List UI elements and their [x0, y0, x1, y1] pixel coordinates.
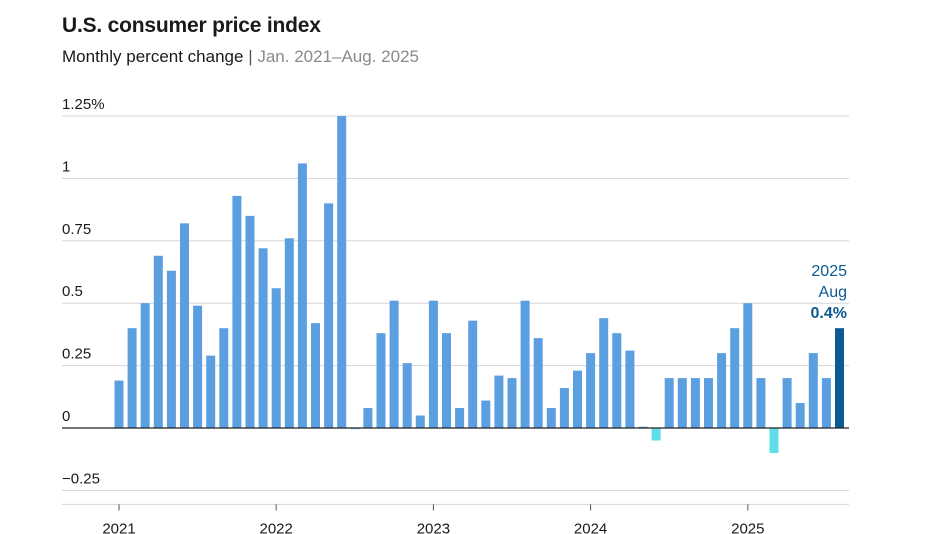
y-axis-ticks: 1.25% 1 0.75 0.5 0.25 0 −0.25 [62, 96, 105, 487]
bar-2021-05 [166, 270, 176, 428]
chart-title: U.S. consumer price index [62, 14, 321, 37]
bar-2021-01 [114, 380, 124, 428]
bar-2023-12 [573, 370, 582, 428]
bar-2024-11 [717, 353, 727, 428]
subtitle-separator: | [248, 47, 253, 66]
bar-2022-03 [297, 163, 307, 428]
bar-2021-04 [153, 255, 163, 428]
bar-2025-02 [756, 378, 766, 428]
bar-2025-01 [743, 303, 753, 428]
bar-2023-05 [481, 400, 491, 428]
callout-month: Aug [819, 284, 847, 301]
bar-2025-07 [821, 378, 831, 428]
bar-2022-05 [324, 203, 334, 428]
x-tick-label: 2024 [574, 520, 607, 534]
bar-2021-02 [127, 328, 137, 428]
subtitle-date-range: Jan. 2021–Aug. 2025 [257, 47, 419, 66]
bar-2022-12 [415, 415, 425, 428]
y-tick-label: −0.25 [62, 470, 100, 487]
bar-2023-10 [546, 408, 556, 428]
chart-subtitle: Monthly percent change | Jan. 2021–Aug. … [62, 47, 419, 67]
x-tick-label: 2023 [417, 520, 450, 534]
bar-2023-01 [428, 300, 438, 428]
x-axis: 2021 2022 2023 2024 2025 [62, 427, 849, 534]
bar-2024-09 [690, 378, 700, 428]
bar-2021-11 [245, 215, 255, 428]
x-tick-label: 2022 [260, 520, 293, 534]
bar-2023-04 [468, 320, 478, 428]
bar-2024-12 [730, 328, 740, 428]
bars [114, 116, 844, 453]
x-tick-label: 2021 [102, 520, 135, 534]
bar-2021-06 [180, 223, 189, 428]
bar-2023-07 [507, 378, 517, 428]
bar-2025-03 [769, 428, 779, 453]
y-tick-label: 0 [62, 408, 70, 425]
bar-2021-12 [258, 248, 268, 428]
bar-2022-08 [363, 408, 373, 428]
bar-2021-08 [206, 355, 216, 428]
bar-2022-06 [337, 116, 347, 428]
bar-2022-04 [311, 323, 320, 428]
bar-2025-04 [782, 378, 792, 428]
bar-2024-01 [586, 353, 596, 428]
bar-2021-09 [219, 328, 229, 428]
bar-2024-05 [638, 426, 648, 428]
y-tick-label: 0.25 [62, 346, 91, 363]
subtitle-text: Monthly percent change [62, 47, 244, 66]
bar-2024-06 [651, 428, 661, 441]
callout-value: 0.4% [811, 305, 847, 322]
bar-2023-03 [455, 408, 465, 428]
callout-year: 2025 [811, 263, 847, 280]
bar-2023-11 [559, 388, 569, 428]
bar-2023-02 [442, 333, 451, 428]
bar-2024-07 [664, 378, 674, 428]
bar-2022-01 [271, 288, 281, 428]
bar-2023-06 [494, 375, 504, 428]
y-tick-label: 1.25% [62, 96, 105, 113]
bar-2024-03 [612, 333, 622, 428]
bar-2024-04 [625, 350, 635, 428]
y-tick-label: 0.75 [62, 221, 91, 238]
bar-2021-07 [193, 305, 203, 428]
bar-2022-02 [284, 238, 294, 428]
bar-2022-07 [350, 428, 360, 430]
bar-2023-08 [520, 300, 530, 428]
bar-2021-03 [140, 303, 150, 428]
bar-2025-08 [835, 328, 844, 428]
bar-2022-11 [402, 363, 412, 428]
bar-2021-10 [232, 195, 242, 428]
bar-2024-10 [704, 378, 713, 428]
x-tick-label: 2025 [731, 520, 764, 534]
bar-2022-09 [376, 333, 386, 428]
bar-2023-09 [533, 338, 543, 428]
y-tick-label: 0.5 [62, 283, 83, 300]
bar-2022-10 [389, 300, 399, 428]
y-tick-label: 1 [62, 158, 70, 175]
latest-value-callout: 2025 Aug 0.4% [811, 263, 848, 322]
bar-2024-02 [599, 318, 609, 428]
bar-2024-08 [677, 378, 687, 428]
bar-2025-06 [808, 353, 818, 428]
bar-2025-05 [795, 403, 805, 428]
